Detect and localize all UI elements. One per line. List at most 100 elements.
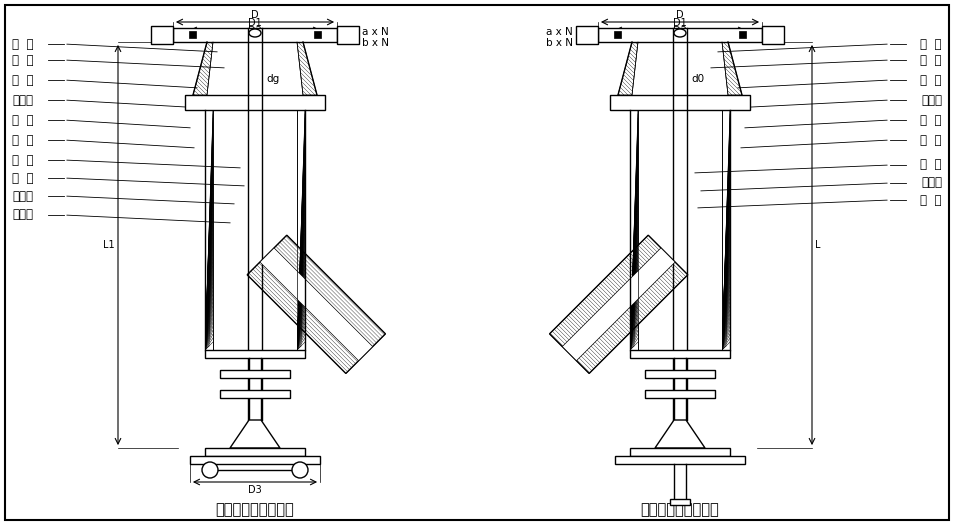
Bar bbox=[669, 499, 689, 505]
Bar bbox=[761, 26, 783, 44]
Polygon shape bbox=[296, 42, 316, 95]
Bar bbox=[609, 95, 623, 110]
Bar bbox=[220, 370, 290, 378]
Text: 螺  杆: 螺 杆 bbox=[920, 159, 941, 172]
Text: D1: D1 bbox=[248, 18, 262, 28]
Bar bbox=[614, 31, 620, 38]
Bar bbox=[205, 110, 213, 350]
Text: 压  盖: 压 盖 bbox=[12, 113, 33, 127]
Text: 大手轮: 大手轮 bbox=[12, 190, 33, 203]
Bar bbox=[598, 28, 761, 42]
Bar bbox=[207, 28, 303, 42]
Text: 支  架: 支 架 bbox=[920, 133, 941, 146]
Text: 支  架: 支 架 bbox=[12, 133, 33, 146]
Text: 上展示放料阀结构图: 上展示放料阀结构图 bbox=[215, 502, 294, 518]
Text: 大手轮: 大手轮 bbox=[920, 176, 941, 190]
Bar bbox=[721, 110, 729, 350]
Polygon shape bbox=[549, 235, 687, 373]
Bar bbox=[644, 370, 714, 378]
Polygon shape bbox=[274, 235, 385, 346]
Bar bbox=[576, 26, 598, 44]
Text: a x N: a x N bbox=[361, 27, 388, 37]
Bar bbox=[151, 26, 172, 44]
Bar bbox=[609, 95, 749, 110]
Bar bbox=[151, 26, 172, 44]
Bar bbox=[190, 456, 319, 464]
Text: 阀  芯: 阀 芯 bbox=[920, 54, 941, 67]
Text: dg: dg bbox=[266, 74, 279, 83]
Text: a x N: a x N bbox=[546, 27, 573, 37]
Text: 阀  杆: 阀 杆 bbox=[12, 172, 33, 184]
Text: d1: d1 bbox=[618, 292, 634, 308]
Text: d: d bbox=[313, 301, 324, 312]
Ellipse shape bbox=[249, 29, 261, 37]
Text: 阀  体: 阀 体 bbox=[920, 74, 941, 87]
Text: 孔  板: 孔 板 bbox=[920, 37, 941, 50]
Text: D2: D2 bbox=[248, 26, 262, 36]
Bar bbox=[644, 370, 714, 378]
Circle shape bbox=[202, 462, 218, 478]
Polygon shape bbox=[549, 235, 660, 346]
Polygon shape bbox=[247, 262, 358, 373]
Bar bbox=[644, 390, 714, 398]
Text: 压  盖: 压 盖 bbox=[920, 113, 941, 127]
Polygon shape bbox=[618, 42, 638, 95]
Text: D: D bbox=[676, 10, 683, 20]
Bar bbox=[739, 31, 745, 38]
Polygon shape bbox=[561, 248, 675, 361]
Bar bbox=[205, 350, 305, 358]
Text: 下展示放料阀结构图: 下展示放料阀结构图 bbox=[640, 502, 719, 518]
Text: D1: D1 bbox=[673, 18, 686, 28]
Bar bbox=[296, 110, 305, 350]
Bar bbox=[323, 28, 336, 42]
Bar bbox=[336, 26, 358, 44]
Text: D: D bbox=[251, 10, 258, 20]
Bar bbox=[314, 31, 320, 38]
Polygon shape bbox=[247, 235, 385, 373]
Circle shape bbox=[292, 462, 308, 478]
Text: D0: D0 bbox=[628, 282, 644, 299]
Text: 小手轮: 小手轮 bbox=[12, 208, 33, 222]
Bar bbox=[336, 26, 358, 44]
Ellipse shape bbox=[673, 29, 685, 37]
Polygon shape bbox=[576, 262, 687, 373]
Bar bbox=[629, 448, 729, 456]
Bar bbox=[598, 28, 612, 42]
Polygon shape bbox=[193, 42, 213, 95]
Polygon shape bbox=[259, 248, 373, 361]
Polygon shape bbox=[721, 42, 741, 95]
Bar bbox=[631, 28, 727, 42]
Bar bbox=[172, 28, 187, 42]
Text: b x N: b x N bbox=[361, 38, 389, 48]
Bar bbox=[185, 95, 325, 110]
Bar bbox=[629, 350, 729, 358]
Bar bbox=[576, 26, 598, 44]
Polygon shape bbox=[230, 420, 280, 448]
Bar bbox=[220, 390, 290, 398]
Bar bbox=[615, 456, 744, 464]
Text: d0: d0 bbox=[690, 74, 703, 83]
Bar bbox=[761, 26, 783, 44]
Text: 丝  杆: 丝 杆 bbox=[12, 153, 33, 166]
Text: Dg: Dg bbox=[290, 282, 307, 299]
Bar bbox=[644, 390, 714, 398]
Bar bbox=[220, 390, 290, 398]
Text: d: d bbox=[610, 304, 621, 316]
Text: L: L bbox=[814, 240, 820, 250]
Bar bbox=[205, 350, 305, 358]
Text: 阀  体: 阀 体 bbox=[12, 74, 33, 87]
Text: d1: d1 bbox=[300, 290, 315, 306]
Polygon shape bbox=[655, 420, 704, 448]
Bar bbox=[172, 28, 336, 42]
Text: 孔  板: 孔 板 bbox=[12, 37, 33, 50]
Text: b x N: b x N bbox=[545, 38, 573, 48]
Bar bbox=[629, 350, 729, 358]
Bar bbox=[185, 95, 199, 110]
Bar bbox=[205, 448, 305, 456]
Text: 阀  芯: 阀 芯 bbox=[12, 54, 33, 67]
Text: D2: D2 bbox=[673, 26, 686, 36]
Text: L1: L1 bbox=[103, 240, 115, 250]
Bar bbox=[311, 95, 325, 110]
Bar bbox=[189, 31, 195, 38]
Bar bbox=[629, 110, 638, 350]
